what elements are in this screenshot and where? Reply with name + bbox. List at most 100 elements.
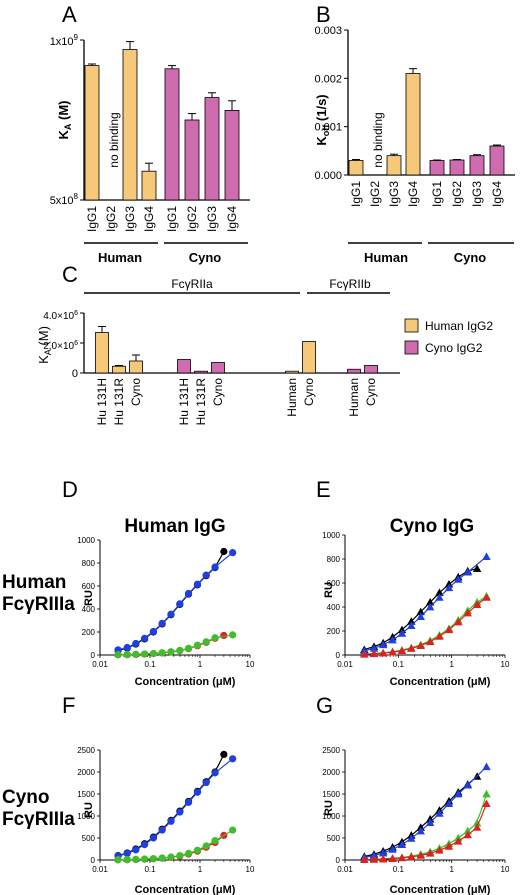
panel-b-category-label: IgG3	[470, 181, 484, 207]
panel-g-point	[482, 799, 491, 808]
panel-e-point	[407, 644, 416, 652]
panel-g-point	[454, 837, 463, 845]
panel-c-bar	[211, 362, 225, 374]
panel-g-xtick-label: 10	[501, 865, 510, 874]
panel-c-category-label: Cyno	[211, 378, 225, 406]
panel-d-point	[141, 634, 149, 642]
panel-c-category-label: Human	[347, 378, 361, 417]
panel-f-point	[176, 852, 184, 860]
panel-b-no-binding: no binding	[371, 112, 385, 167]
panel-g-point	[397, 853, 407, 862]
panel-e-xtick-label: 10	[501, 660, 510, 669]
panel-c-category-label: Hu 131H	[177, 378, 191, 425]
panel-a-category-label: IgG4	[142, 206, 156, 232]
panel-g-point	[378, 854, 388, 863]
panel-f-point	[202, 778, 210, 787]
panel-g-point	[444, 799, 454, 808]
panel-f-point	[229, 826, 237, 834]
panel-a-ytick-top: 1x109	[50, 33, 79, 48]
panel-e-point	[397, 629, 407, 637]
panel-e-point	[416, 607, 425, 616]
panel-f-point	[149, 834, 158, 842]
panel-d-ytick-label: 200	[82, 628, 96, 637]
panel-d-point	[229, 549, 237, 557]
panel-g-point	[416, 826, 425, 835]
panel-d-xtick-label: 10	[246, 660, 255, 669]
panel-f-xtick-label: 0.1	[144, 865, 156, 874]
panel-e-ylabel: RU	[323, 582, 335, 598]
panel-e-point	[360, 650, 369, 658]
panel-f-point	[211, 769, 219, 777]
panel-e-point	[369, 649, 379, 658]
panel-d-xlabel: Concentration (μM)	[135, 676, 236, 688]
panel-g-xlabel: Concentration (μM)	[390, 884, 491, 895]
panel-f-point	[229, 755, 237, 763]
panel-e-point	[425, 637, 435, 646]
panel-c-legend-cyno-swatch	[404, 340, 419, 355]
panel-c-category-label: Hu 131R	[112, 378, 126, 426]
panel-d-point	[220, 631, 228, 640]
panel-e-ytick-label: 400	[327, 603, 341, 612]
panel-d-point	[123, 643, 131, 652]
panel-b-ylabel: Koff (1/s)	[314, 94, 331, 145]
panel-e-xlabel: Concentration (μM)	[390, 676, 491, 688]
panel-g-ytick-label: 2000	[322, 768, 340, 777]
panel-c-category-label: Hu 131R	[194, 378, 208, 426]
panel-letter-f: F	[62, 693, 75, 718]
panel-letter-b: B	[316, 2, 331, 27]
panel-c-bar	[347, 368, 361, 374]
panel-g-point	[407, 852, 416, 861]
svg-text:KA (M): KA (M)	[56, 101, 73, 140]
panel-b-bar	[449, 159, 465, 176]
panel-b-bar	[429, 160, 445, 176]
panel-b-category-label: IgG3	[387, 181, 401, 207]
panel-e-point	[369, 644, 379, 652]
panel-g-point	[416, 851, 425, 859]
panel-a-bar	[164, 68, 180, 201]
panel-e-point	[397, 646, 407, 655]
panel-a-bar	[141, 170, 157, 201]
panel-f-point	[176, 808, 184, 816]
panel-a-bar	[224, 110, 240, 201]
panel-d-row-title-2: FcγRIIIa	[2, 594, 75, 615]
panel-a-group-cyno: Cyno	[189, 250, 222, 265]
panel-g-point	[425, 818, 435, 826]
panel-c-bar	[302, 341, 316, 374]
panel-g-point	[435, 809, 444, 817]
panel-d-point	[184, 644, 193, 652]
panel-d-point	[132, 650, 140, 658]
panel-e-point	[388, 635, 397, 644]
panel-g-point	[472, 823, 482, 831]
panel-c-bar	[95, 332, 109, 374]
panel-f-ytick-label: 2000	[77, 768, 95, 777]
panel-d-ytick-label: 600	[82, 582, 96, 591]
panel-d-point	[114, 651, 122, 659]
panel-b-category-label: IgG1	[430, 181, 444, 207]
panel-f-point	[132, 846, 140, 854]
panel-c-legend-human: Human IgG2	[425, 319, 493, 333]
panel-g-ytick-label: 1500	[322, 790, 340, 799]
panel-c-category-label: Cyno	[364, 378, 378, 406]
panel-b-bar	[469, 155, 485, 176]
panel-f-point	[141, 855, 149, 863]
panel-f-point	[184, 798, 193, 806]
panel-d-ytick-label: 400	[82, 605, 96, 614]
panel-d-point	[158, 619, 166, 627]
panel-e-point	[482, 552, 491, 560]
panel-d-point	[229, 631, 237, 639]
panel-c-ytick-label: 0	[72, 368, 78, 380]
panel-c-category-label: Hu 131H	[95, 378, 109, 425]
panel-g-xtick-label: 0.01	[337, 865, 353, 874]
panel-e-point	[425, 602, 435, 611]
panel-a-ylabel: KA (M)	[56, 101, 73, 140]
panel-letter-d: D	[62, 477, 78, 502]
svg-text:KA (M): KA (M)	[36, 326, 53, 364]
panel-b-category-label: IgG4	[406, 181, 420, 207]
panel-f-ytick-label: 1000	[77, 812, 95, 821]
panel-g-ytick-label: 0	[336, 856, 341, 865]
panel-letter-g: G	[316, 693, 333, 718]
panel-e-ytick-label: 0	[336, 651, 341, 660]
panel-f-xtick-label: 0.01	[92, 865, 108, 874]
panel-b-ytick-label: 0.002	[314, 73, 342, 85]
